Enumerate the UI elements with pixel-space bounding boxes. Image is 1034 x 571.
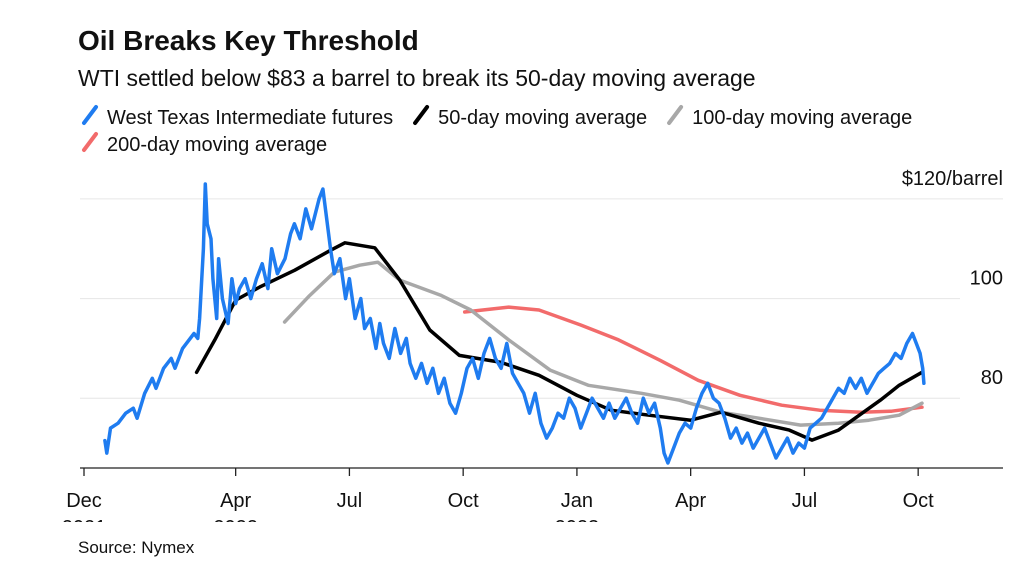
legend-item: 200-day moving average bbox=[82, 132, 327, 156]
legend-label: 50-day moving average bbox=[438, 107, 647, 129]
source-note: Source: Nymex bbox=[78, 538, 195, 557]
series-line bbox=[103, 182, 926, 465]
y-tick-label: $120/barrel bbox=[902, 168, 1003, 190]
x-tick-label: Oct bbox=[903, 490, 935, 512]
x-tick-label: Jul bbox=[337, 490, 363, 512]
legend-label: West Texas Intermediate futures bbox=[107, 107, 393, 129]
legend-label: 200-day moving average bbox=[107, 134, 327, 156]
legend-item: 50-day moving average bbox=[413, 105, 647, 129]
legend-swatch bbox=[82, 132, 98, 152]
series-line bbox=[194, 241, 924, 442]
y-tick-label: 100 bbox=[970, 268, 1003, 290]
x-tick-label: Jan 2023 bbox=[555, 490, 600, 539]
x-tick-label: Apr bbox=[675, 490, 706, 512]
y-tick-label: 80 bbox=[981, 367, 1003, 389]
legend-swatch bbox=[667, 105, 684, 125]
legend-label: 100-day moving average bbox=[692, 107, 912, 129]
x-tick-label: Dec 2021 bbox=[62, 490, 107, 539]
legend-swatch bbox=[82, 105, 98, 125]
chart-subtitle: WTI settled below $83 a barrel to break … bbox=[78, 65, 756, 91]
x-tick-label: Oct bbox=[448, 490, 480, 512]
series-line bbox=[282, 260, 924, 427]
x-axis: Dec 2021 Apr 2022 Jul Oct Jan 2023 Apr Jul Oct bbox=[62, 490, 935, 539]
x-tick-label: Apr 2022 bbox=[213, 490, 258, 539]
grid: 80 100 $120/barrel bbox=[80, 168, 1003, 476]
legend-item: 100-day moving average bbox=[667, 105, 912, 129]
legend-item: West Texas Intermediate futures bbox=[82, 105, 393, 129]
legend: West Texas Intermediate futures 50-day mo… bbox=[82, 105, 912, 156]
x-tick-label: Jul bbox=[792, 490, 818, 512]
legend-swatch bbox=[413, 105, 430, 125]
chart-title: Oil Breaks Key Threshold bbox=[78, 25, 419, 56]
plot bbox=[103, 182, 926, 465]
